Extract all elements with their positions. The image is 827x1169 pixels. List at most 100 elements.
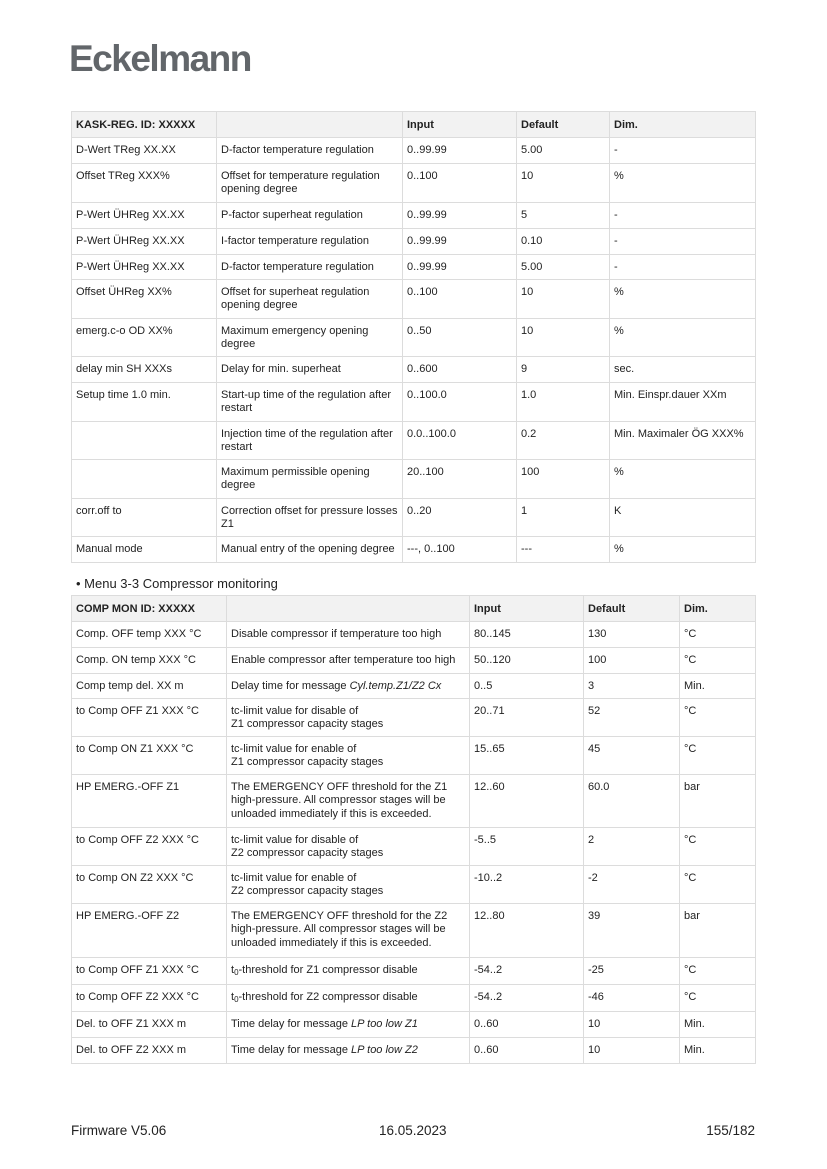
param-cell: to Comp ON Z1 XXX °C bbox=[71, 735, 227, 775]
input-range-cell: 0..100 bbox=[402, 162, 517, 203]
table-row: Offset TReg XXX% Offset for temperature r… bbox=[71, 162, 756, 203]
default-cell: -2 bbox=[583, 864, 680, 904]
input-range-cell: 0..99.99 bbox=[402, 201, 517, 229]
desc-message-name: LP too low Z1 bbox=[351, 1017, 418, 1030]
desc-text: -threshold for Z2 compressor disable bbox=[238, 990, 418, 1003]
table-row: Manual mode Manual entry of the opening d… bbox=[71, 535, 756, 563]
dim-cell: °C bbox=[679, 826, 756, 866]
input-range-cell: 0..99.99 bbox=[402, 253, 517, 280]
param-cell: to Comp OFF Z2 XXX °C bbox=[71, 983, 227, 1012]
desc-text: The EMERGENCY OFF threshold for the Z2 h… bbox=[231, 909, 448, 949]
default-cell: 1 bbox=[516, 497, 610, 537]
param-cell: Comp. OFF temp XXX °C bbox=[71, 620, 227, 648]
description-cell: Offset for superheat regulation opening … bbox=[216, 278, 403, 319]
input-range-cell: 50..120 bbox=[469, 646, 584, 674]
header-default: Default bbox=[583, 595, 680, 622]
table-row: Injection time of the regulation after r… bbox=[71, 420, 756, 460]
desc-text: Enable compressor after temperature too … bbox=[231, 653, 456, 666]
input-range-cell: 0..99.99 bbox=[402, 136, 517, 164]
default-cell: 45 bbox=[583, 735, 680, 775]
input-range-cell: 12..60 bbox=[469, 773, 584, 828]
dim-cell: Min. Einspr.dauer XXm bbox=[609, 381, 756, 422]
footer-firmware: Firmware V5.06 bbox=[71, 1123, 167, 1138]
param-cell: HP EMERG.-OFF Z2 bbox=[71, 902, 227, 958]
description-cell: Injection time of the regulation after r… bbox=[216, 420, 403, 460]
table-row: P-Wert ÜHReg XX.XX D-factor temperature r… bbox=[71, 253, 756, 280]
description-cell: Time delay for message LP too low Z1 bbox=[226, 1010, 470, 1038]
description-cell: Delay time for message Cyl.temp.Z1/Z2 Cx bbox=[226, 672, 470, 699]
dim-cell: - bbox=[609, 253, 756, 280]
description-cell: Offset for temperature regulation openin… bbox=[216, 162, 403, 203]
table-row: Del. to OFF Z1 XXX m Time delay for messa… bbox=[71, 1010, 756, 1038]
dim-cell: % bbox=[609, 162, 756, 203]
input-range-cell: 0..100.0 bbox=[402, 381, 517, 422]
desc-text: tc-limit value for enable of Z2 compress… bbox=[231, 871, 384, 898]
desc-text: tc-limit value for disable of Z2 compres… bbox=[231, 833, 384, 860]
param-cell: delay min SH XXXs bbox=[71, 355, 217, 383]
input-range-cell: 0..5 bbox=[469, 672, 584, 699]
param-cell: P-Wert ÜHReg XX.XX bbox=[71, 253, 217, 280]
description-cell: Delay for min. superheat bbox=[216, 355, 403, 383]
desc-text: Maximum emergency opening degree bbox=[221, 324, 369, 351]
table-row: Maximum permissible opening degree 20..10… bbox=[71, 458, 756, 499]
default-cell: 52 bbox=[583, 697, 680, 737]
input-range-cell: ---, 0..100 bbox=[402, 535, 517, 563]
dim-cell: % bbox=[609, 458, 756, 499]
input-range-cell: 0..20 bbox=[402, 497, 517, 537]
input-range-cell: -54..2 bbox=[469, 983, 584, 1012]
default-cell: 9 bbox=[516, 355, 610, 383]
footer-page-number: 155/182 bbox=[706, 1123, 755, 1138]
dim-cell: Min. Maximaler ÖG XXX% bbox=[609, 420, 756, 460]
desc-text: Correction offset for pressure losses Z1 bbox=[221, 504, 398, 531]
dim-cell: °C bbox=[679, 735, 756, 775]
desc-text: Delay time for message bbox=[231, 679, 350, 692]
description-cell: tc-limit value for disable of Z2 compres… bbox=[226, 826, 470, 866]
default-cell: 39 bbox=[583, 902, 680, 958]
dim-cell: °C bbox=[679, 646, 756, 674]
default-cell: 130 bbox=[583, 620, 680, 648]
header-description bbox=[226, 595, 470, 622]
description-cell: tc-limit value for enable of Z1 compress… bbox=[226, 735, 470, 775]
input-range-cell: 80..145 bbox=[469, 620, 584, 648]
default-cell: 5 bbox=[516, 201, 610, 229]
input-range-cell: -10..2 bbox=[469, 864, 584, 904]
input-range-cell: 0..100 bbox=[402, 278, 517, 319]
table-row: emerg.c-o OD XX% Maximum emergency openin… bbox=[71, 317, 756, 357]
desc-text: I-factor temperature regulation bbox=[221, 234, 369, 247]
input-range-cell: 12..80 bbox=[469, 902, 584, 958]
default-cell: -25 bbox=[583, 956, 680, 985]
param-cell: Comp temp del. XX m bbox=[71, 672, 227, 699]
description-cell: P-factor superheat regulation bbox=[216, 201, 403, 229]
input-range-cell: 0..60 bbox=[469, 1036, 584, 1064]
input-range-cell: -5..5 bbox=[469, 826, 584, 866]
header-default: Default bbox=[516, 111, 610, 138]
dim-cell: °C bbox=[679, 983, 756, 1012]
description-cell: I-factor temperature regulation bbox=[216, 227, 403, 255]
desc-prefix: t bbox=[231, 990, 235, 1003]
description-cell: t0-threshold for Z2 compressor disable bbox=[226, 983, 470, 1012]
default-cell: 100 bbox=[516, 458, 610, 499]
default-cell: 5.00 bbox=[516, 136, 610, 164]
kask-reg-parameter-table: KASK-REG. ID: XXXXX Input Default Dim. D-We… bbox=[71, 111, 756, 563]
header-input: Input bbox=[402, 111, 517, 138]
default-cell: 5.00 bbox=[516, 253, 610, 280]
description-cell: Start-up time of the regulation after re… bbox=[216, 381, 403, 422]
header-dim: Dim. bbox=[609, 111, 756, 138]
param-cell: Setup time 1.0 min. bbox=[71, 381, 217, 422]
description-cell: The EMERGENCY OFF threshold for the Z2 h… bbox=[226, 902, 470, 958]
dim-cell: Min. bbox=[679, 1036, 756, 1064]
table-row: to Comp OFF Z2 XXX °C tc-limit value for … bbox=[71, 826, 756, 866]
desc-text: Start-up time of the regulation after re… bbox=[221, 388, 391, 415]
default-cell: 0.2 bbox=[516, 420, 610, 460]
param-cell: P-Wert ÜHReg XX.XX bbox=[71, 201, 217, 229]
input-range-cell: -54..2 bbox=[469, 956, 584, 985]
comp-mon-parameter-table: COMP MON ID: XXXXX Input Default Dim. Comp.… bbox=[71, 595, 756, 1064]
description-cell: D-factor temperature regulation bbox=[216, 253, 403, 280]
desc-text: -threshold for Z1 compressor disable bbox=[238, 963, 418, 976]
param-cell: to Comp ON Z2 XXX °C bbox=[71, 864, 227, 904]
default-cell: -46 bbox=[583, 983, 680, 1012]
table-row: HP EMERG.-OFF Z1 The EMERGENCY OFF thresh… bbox=[71, 773, 756, 828]
table-row: Del. to OFF Z2 XXX m Time delay for messa… bbox=[71, 1036, 756, 1064]
desc-message-name: Cyl.temp.Z1/Z2 Cx bbox=[349, 679, 442, 692]
description-cell: D-factor temperature regulation bbox=[216, 136, 403, 164]
